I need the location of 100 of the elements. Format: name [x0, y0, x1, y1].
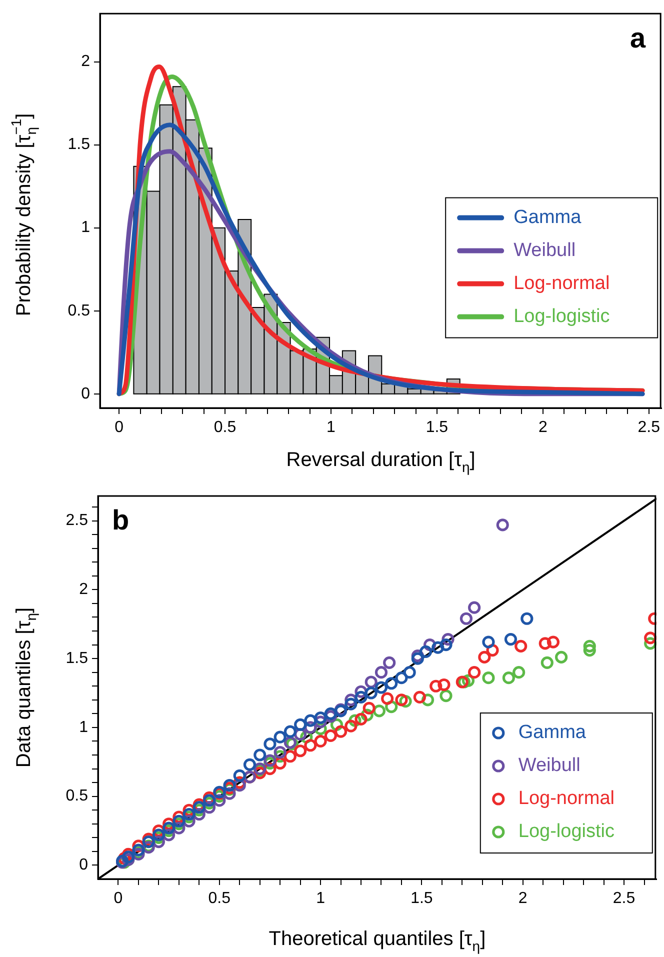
point — [514, 640, 528, 652]
legend-label: Weibull — [514, 240, 576, 262]
y-axis-title: Data quantiles [τη] — [13, 607, 39, 768]
point — [364, 686, 378, 700]
point — [304, 714, 317, 727]
point — [460, 612, 473, 625]
point — [192, 801, 206, 814]
point — [172, 814, 186, 828]
point — [152, 828, 165, 842]
point — [223, 779, 236, 792]
x-tick-label: 0.5 — [214, 419, 236, 436]
x-tick-label: 0.5 — [208, 890, 231, 908]
point — [411, 652, 424, 665]
point — [468, 666, 481, 679]
point — [644, 632, 656, 644]
point — [294, 718, 307, 731]
point — [362, 702, 376, 714]
point — [162, 822, 176, 834]
point — [512, 666, 526, 679]
point — [583, 644, 596, 657]
x-tick-label: 2.5 — [638, 419, 660, 436]
y-tick-label: 0.5 — [66, 788, 88, 805]
point — [364, 676, 378, 688]
point — [385, 677, 398, 690]
y-tick-label: 1 — [79, 718, 88, 736]
point — [432, 641, 444, 654]
annotation: b — [112, 504, 130, 536]
point — [478, 650, 491, 664]
point — [142, 836, 155, 848]
point — [438, 678, 450, 692]
point — [374, 666, 388, 679]
point — [324, 729, 337, 742]
legend-label: Log-logistic — [514, 306, 610, 328]
annotation: a — [630, 22, 646, 54]
x-tick-label: 2 — [538, 419, 548, 436]
point — [482, 636, 495, 648]
point — [284, 725, 297, 738]
point — [314, 734, 327, 748]
point — [395, 694, 408, 706]
point — [546, 636, 560, 648]
point — [334, 725, 348, 738]
point — [468, 601, 481, 614]
point — [243, 758, 256, 771]
point — [440, 689, 452, 702]
point — [504, 632, 518, 646]
x-tick-label: 0 — [114, 419, 124, 436]
point — [304, 739, 317, 752]
y-tick-label: 0.5 — [68, 302, 90, 320]
y-tick-label: 2 — [81, 53, 90, 70]
point — [264, 738, 276, 750]
point — [430, 680, 442, 692]
x-tick-label: 0 — [114, 890, 123, 908]
point — [182, 808, 196, 821]
x-tick-label: 2.5 — [612, 890, 636, 908]
x-tick-label: 2 — [518, 890, 528, 908]
y-tick-label: 2 — [79, 581, 88, 598]
y-tick-label: 1.5 — [68, 136, 90, 154]
point — [502, 672, 516, 684]
point — [354, 712, 368, 726]
point — [354, 690, 368, 704]
point — [233, 769, 246, 782]
point — [496, 518, 509, 532]
point — [264, 754, 276, 767]
point — [284, 750, 297, 763]
legend-label: Weibull — [518, 755, 580, 776]
point — [381, 692, 394, 705]
point — [324, 707, 337, 720]
point — [274, 730, 286, 744]
point — [344, 720, 358, 732]
point — [132, 844, 145, 856]
point — [383, 656, 396, 669]
y-tick-label: 0 — [79, 856, 88, 874]
point — [440, 638, 452, 652]
y-tick-label: 1.5 — [66, 650, 88, 667]
legend-label: Log-logistic — [518, 821, 615, 842]
x-tick-label: 1.5 — [426, 419, 448, 436]
point — [583, 640, 596, 652]
point — [520, 612, 534, 625]
legend-label: Log-normal — [514, 273, 610, 294]
point — [374, 681, 388, 694]
y-tick-label: 2.5 — [66, 512, 88, 530]
point — [122, 850, 135, 864]
point — [540, 656, 554, 669]
point — [344, 698, 358, 710]
point — [294, 744, 307, 758]
point — [202, 794, 216, 807]
legend-label: Gamma — [514, 207, 582, 228]
x-tick-label: 1 — [326, 419, 336, 436]
point — [254, 748, 266, 762]
point — [419, 645, 432, 658]
point — [538, 637, 552, 650]
point — [314, 712, 327, 724]
y-tick-label: 0 — [81, 385, 90, 402]
point — [482, 672, 495, 684]
point — [395, 672, 408, 684]
legend-label: Log-normal — [518, 788, 615, 810]
x-tick-label: 1 — [316, 890, 326, 908]
point — [555, 650, 568, 664]
x-tick-label: 1.5 — [410, 890, 433, 908]
y-tick-label: 1 — [81, 219, 90, 236]
